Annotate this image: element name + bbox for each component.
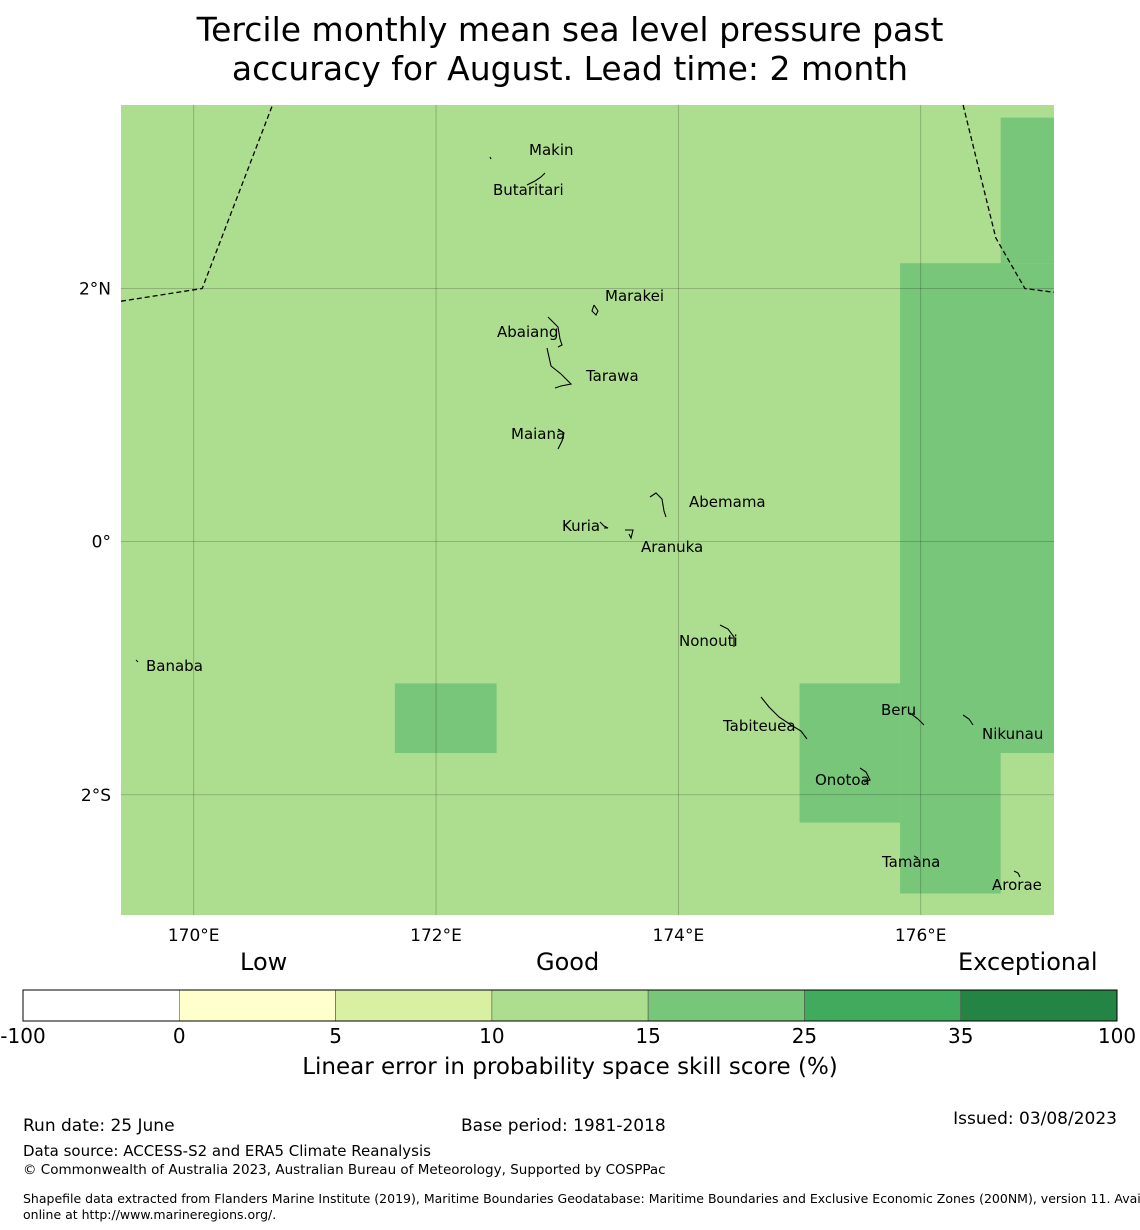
colorbar-swatch [178, 989, 336, 1022]
island-outline [719, 624, 735, 647]
colorbar-tick-label: 5 [329, 1024, 342, 1048]
island-outline [489, 156, 492, 160]
island-label: Maiana [511, 425, 565, 443]
island-label: Marakei [605, 287, 664, 305]
islands: Makin Butaritari Marakei Abaiang Tarawa Maian… [135, 141, 1043, 894]
colorbar-swatch [804, 989, 962, 1022]
colorbar-swatch [22, 989, 180, 1022]
colorbar-head-good: Good [536, 948, 600, 976]
graticule [121, 105, 1054, 915]
island-label: Nikunau [982, 725, 1043, 743]
eez-boundary-line [120, 104, 274, 302]
shapefile-credit: Shapefile data extracted from Flanders M… [23, 1191, 1140, 1223]
colorbar-tick-label: 0 [172, 1024, 186, 1048]
skill-patch [799, 683, 901, 823]
island-label: Onotoa [815, 771, 870, 789]
colorbar-frame [22, 989, 1118, 1022]
shapefile-credit-line-2: online at http://www.marineregions.org/. [23, 1207, 277, 1222]
colorbar-head-exceptional: Exceptional [958, 948, 1098, 976]
lat-tick-label: 0° [92, 533, 111, 553]
colorbar-swatch [491, 989, 649, 1022]
island-outline [913, 855, 919, 859]
data-source: Data source: ACCESS-S2 and ERA5 Climate … [23, 1142, 431, 1160]
island-outline [962, 714, 974, 726]
skill-patch [900, 263, 1054, 753]
issued-date: Issued: 03/08/2023 [953, 1109, 1117, 1129]
island-outline [1013, 870, 1021, 878]
island-label: Banaba [146, 657, 203, 675]
copyright: © Commonwealth of Australia 2023, Austra… [23, 1162, 666, 1178]
island-label: Abaiang [497, 323, 558, 341]
skill-patches [121, 105, 1054, 915]
island-label: Tamana [881, 853, 940, 871]
skill-patch [394, 683, 497, 753]
lon-tick-label: 176°E [895, 926, 947, 946]
island-outline [546, 347, 573, 389]
island-label: Tarawa [585, 367, 639, 385]
colorbar [22, 989, 1118, 1022]
colorbar-swatch [960, 989, 1118, 1022]
colorbar-tick-label: 100 [1097, 1024, 1137, 1048]
island-outline [557, 428, 565, 450]
island-label: Butaritari [493, 181, 564, 199]
axis-ticks: 170°E 172°E 174°E 176°E 2°N 0° 2°S [79, 280, 947, 946]
colorbar-swatch [335, 989, 493, 1022]
island-outline [909, 712, 925, 726]
lat-tick-label: 2°S [81, 786, 111, 806]
island-label: Nonouti [679, 632, 738, 650]
island-outline [649, 492, 667, 518]
lon-tick-label: 170°E [168, 926, 220, 946]
run-date: Run date: 25 June [23, 1116, 175, 1136]
island-outline [547, 316, 563, 348]
island-outline [591, 304, 599, 316]
island-label: Tabiteuea [722, 717, 796, 735]
colorbar-label: Linear error in probability space skill … [302, 1054, 838, 1080]
island-outline [760, 696, 808, 740]
eez-boundaries [120, 104, 1055, 302]
colorbar-head-low: Low [240, 948, 288, 976]
island-label: Aranuka [641, 538, 703, 556]
island-outline [135, 659, 139, 663]
colorbar-tick-label: 15 [635, 1024, 661, 1048]
island-label: Makin [529, 141, 574, 159]
chart-title: Tercile monthly mean sea level pressure … [0, 10, 1140, 88]
title-line-1: Tercile monthly mean sea level pressure … [196, 10, 944, 49]
island-label: Beru [881, 701, 916, 719]
title-line-2: accuracy for August. Lead time: 2 month [231, 49, 909, 88]
island-outline [599, 521, 609, 529]
colorbar-tick-label: -100 [0, 1024, 46, 1048]
island-outline [859, 767, 871, 783]
island-label: Abemama [689, 493, 766, 511]
shapefile-credit-line-1: Shapefile data extracted from Flanders M… [23, 1191, 1140, 1206]
skill-patch [1000, 117, 1054, 264]
eez-boundary-line [962, 104, 1055, 293]
skill-patch [900, 753, 1001, 894]
island-outline [526, 172, 546, 186]
island-label: Arorae [992, 876, 1042, 894]
lon-tick-label: 174°E [653, 926, 705, 946]
colorbar-tick-label: 25 [791, 1024, 818, 1048]
colorbar-tick-label: 35 [947, 1024, 974, 1048]
island-outline [625, 529, 634, 540]
lat-tick-label: 2°N [79, 280, 111, 300]
colorbar-swatch [647, 989, 805, 1022]
island-label: Kuria [562, 517, 600, 535]
colorbar-tick-label: 10 [479, 1024, 505, 1048]
base-period: Base period: 1981-2018 [461, 1116, 666, 1136]
lon-tick-label: 172°E [410, 926, 462, 946]
